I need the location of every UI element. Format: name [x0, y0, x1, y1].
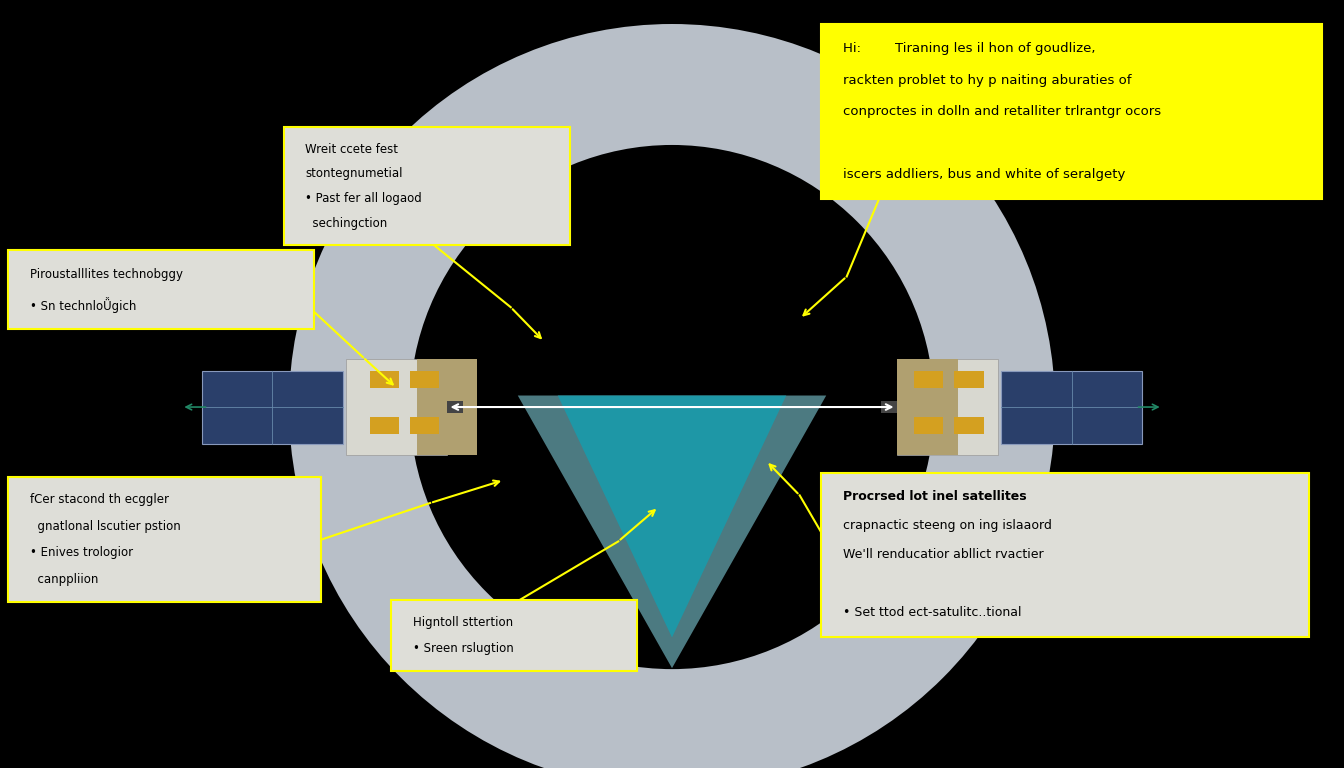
Text: We'll renducatior abllict rvactier: We'll renducatior abllict rvactier: [843, 548, 1043, 561]
Text: • Sn technloǙgich: • Sn technloǙgich: [30, 297, 136, 313]
FancyBboxPatch shape: [8, 477, 321, 602]
Bar: [345, 359, 446, 455]
Bar: [954, 371, 984, 388]
Bar: [1001, 371, 1142, 444]
Bar: [370, 417, 399, 434]
Text: • Set ttod ect-satulitc..tional: • Set ttod ect-satulitc..tional: [843, 607, 1021, 620]
Bar: [954, 417, 984, 434]
Bar: [410, 371, 439, 388]
Ellipse shape: [289, 24, 1055, 768]
FancyBboxPatch shape: [391, 600, 637, 671]
Text: • Sreen rslugtion: • Sreen rslugtion: [413, 642, 513, 655]
Bar: [882, 401, 898, 413]
FancyBboxPatch shape: [8, 250, 314, 329]
Bar: [410, 417, 439, 434]
Text: stontegnumetial: stontegnumetial: [305, 167, 403, 180]
Text: gnatlonal lscutier pstion: gnatlonal lscutier pstion: [30, 520, 180, 533]
Text: fCer stacond th ecggler: fCer stacond th ecggler: [30, 493, 168, 506]
Text: sechingction: sechingction: [305, 217, 387, 230]
Text: Hi:        Tiraning les il hon of goudlize,: Hi: Tiraning les il hon of goudlize,: [843, 42, 1095, 55]
Bar: [370, 371, 399, 388]
Text: crapnactic steeng on ing islaaord: crapnactic steeng on ing islaaord: [843, 519, 1051, 532]
Bar: [914, 371, 943, 388]
Polygon shape: [517, 396, 827, 668]
Polygon shape: [558, 396, 786, 637]
Text: • Enives trologior: • Enives trologior: [30, 546, 133, 559]
Text: Piroustalllites technobggy: Piroustalllites technobggy: [30, 268, 183, 281]
FancyBboxPatch shape: [821, 473, 1309, 637]
Text: Procrsed lot inel satellites: Procrsed lot inel satellites: [843, 490, 1027, 503]
Bar: [898, 359, 997, 455]
Bar: [202, 371, 343, 444]
Text: rackten problet to hy p naiting aburaties of: rackten problet to hy p naiting aburatie…: [843, 74, 1132, 87]
Ellipse shape: [410, 145, 934, 669]
FancyBboxPatch shape: [821, 24, 1322, 199]
Text: conproctes in dolln and retalliter trlrantgr ocors: conproctes in dolln and retalliter trlra…: [843, 105, 1161, 118]
Text: canppliion: canppliion: [30, 573, 98, 586]
Text: Wreit ccete fest: Wreit ccete fest: [305, 143, 398, 156]
Text: • Past fer all logaod: • Past fer all logaod: [305, 192, 422, 205]
Text: Higntoll sttertion: Higntoll sttertion: [413, 616, 512, 629]
Bar: [417, 359, 477, 455]
FancyBboxPatch shape: [284, 127, 570, 245]
Bar: [898, 359, 957, 455]
Bar: [914, 417, 943, 434]
Bar: [446, 401, 462, 413]
Text: iscers addliers, bus and white of seralgety: iscers addliers, bus and white of seralg…: [843, 167, 1125, 180]
